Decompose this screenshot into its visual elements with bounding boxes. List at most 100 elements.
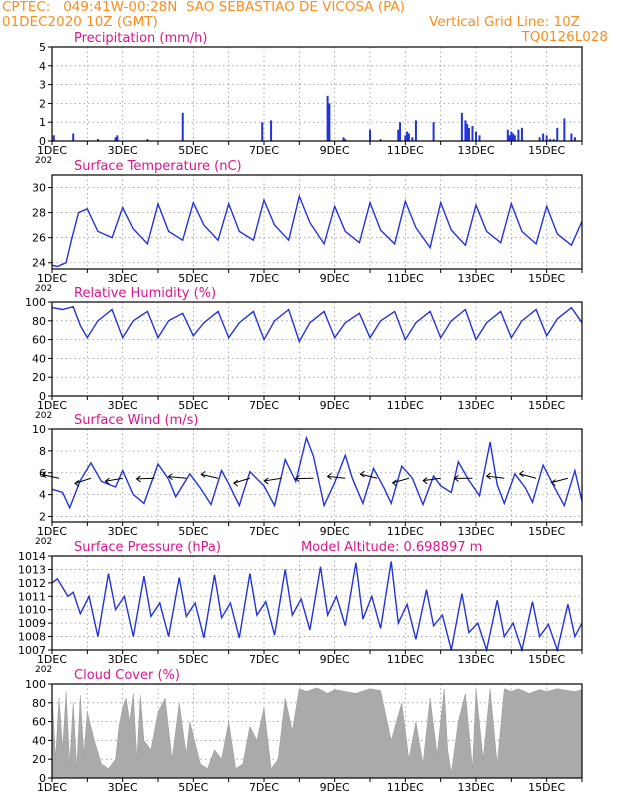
precip-bar — [432, 122, 435, 141]
y-tick-label: 1011 — [18, 590, 46, 603]
wind-arrowhead — [453, 474, 459, 482]
x-tick-label: 5DEC — [178, 399, 208, 412]
y-tick-label: 10 — [32, 423, 46, 436]
wind-arrowhead — [326, 472, 332, 480]
precip-bar — [96, 139, 99, 141]
x-tick-label: 15DEC — [528, 272, 565, 285]
x-tick-label: 7DEC — [249, 144, 279, 157]
wind-vector — [392, 477, 410, 484]
pressure-series-line — [51, 561, 583, 653]
y-tick-label: 40 — [32, 352, 46, 365]
precip-frame — [51, 46, 583, 142]
y-tick-label: 60 — [32, 716, 46, 729]
wind-vector — [486, 475, 505, 479]
wind-vector — [519, 473, 537, 479]
y-tick-label: 80 — [32, 315, 46, 328]
temp-series-line — [51, 194, 583, 268]
x-tick-label: 11DEC — [387, 272, 424, 285]
x-tick-label: 1DEC — [37, 272, 67, 285]
x-tick-label: 5DEC — [178, 272, 208, 285]
wind-arrowhead — [263, 477, 269, 485]
wind-vector — [74, 477, 92, 484]
x-tick-label: 13DEC — [457, 272, 494, 285]
header-grid-info: Vertical Grid Line: 10Z — [429, 14, 580, 30]
precip-bar — [508, 135, 511, 141]
y-tick-label: 60 — [32, 334, 46, 347]
temp-frame — [51, 174, 583, 270]
wind-vector — [105, 477, 123, 482]
wind-arrowhead — [485, 472, 491, 480]
y-tick-label: 100 — [25, 678, 46, 691]
y-tick-label: 6 — [39, 467, 46, 480]
y-tick-label: 100 — [25, 296, 46, 309]
precip-bar — [512, 133, 515, 141]
rh-series-line — [51, 305, 583, 344]
x-tick-label: 5DEC — [178, 781, 208, 794]
x-tick-label: 1DEC — [37, 144, 67, 157]
wind-arrowhead — [422, 477, 428, 485]
x-tick-label: 15DEC — [528, 653, 565, 666]
x-tick-label: 3DEC — [108, 399, 138, 412]
precip-bar — [552, 139, 555, 141]
x-tick-label: 9DEC — [320, 399, 350, 412]
x-tick-label: 11DEC — [387, 781, 424, 794]
wind-vector — [201, 473, 219, 479]
precip-bar — [520, 127, 523, 141]
precip-bar — [573, 137, 576, 141]
y-tick-label: 0 — [39, 390, 46, 403]
y-tick-label: 2 — [39, 511, 46, 524]
wind-vector — [233, 477, 251, 484]
precip-bar — [326, 95, 329, 141]
precip-bar — [466, 124, 469, 141]
wind-arrowhead — [104, 477, 110, 485]
wind-vector — [423, 477, 441, 482]
y-tick-label: 40 — [32, 734, 46, 747]
wind-arrowhead — [135, 475, 141, 483]
x-tick-label: 7DEC — [249, 525, 279, 538]
precip-bar — [344, 139, 347, 141]
y-tick-label: 80 — [32, 697, 46, 710]
cloud-area — [51, 687, 583, 779]
y-tick-label: 4 — [39, 489, 46, 502]
precip-bar — [411, 137, 414, 141]
precip-bar — [328, 103, 331, 141]
precip-bar — [478, 135, 481, 141]
x-year-label: 202 — [35, 284, 52, 294]
precip-bar — [399, 122, 402, 141]
wind-arrowhead — [518, 470, 524, 478]
precip-bar — [146, 139, 149, 141]
y-tick-label: 1014 — [18, 550, 46, 563]
x-tick-label: 5DEC — [178, 144, 208, 157]
precip-bar — [460, 112, 463, 141]
precip-chart: 0 1 2 3 4 5 1DEC 3DEC 5DEC 7DEC 9DEC 11DEC 13DEC 15DE… — [35, 31, 583, 166]
x-tick-label: 7DEC — [249, 272, 279, 285]
x-tick-label: 5DEC — [178, 525, 208, 538]
x-tick-label: 13DEC — [457, 781, 494, 794]
y-tick-label: 3 — [39, 79, 46, 92]
x-tick-label: 15DEC — [528, 781, 565, 794]
y-tick-label: 24 — [32, 257, 46, 270]
precip-bar — [471, 125, 474, 141]
wind-chart: 2 4 6 8 10 1DEC 3DEC 5DEC 7DEC 9DEC 11DEC 13DEC 15DE… — [32, 413, 583, 547]
x-year-label: 202 — [35, 156, 52, 166]
precip-bar — [116, 135, 119, 141]
header-model-id: TQ0126L028 — [521, 29, 608, 45]
wind-arrowhead — [74, 479, 80, 487]
precip-bar — [464, 120, 467, 141]
y-tick-label: 28 — [32, 207, 46, 220]
y-tick-label: 4 — [39, 60, 46, 73]
precip-bar — [556, 127, 559, 141]
x-tick-label: 3DEC — [108, 525, 138, 538]
precip-bar — [506, 129, 509, 141]
wind-vector — [264, 477, 282, 482]
wind-vector — [41, 474, 60, 479]
precip-bar — [261, 122, 264, 141]
wind-arrowhead — [550, 479, 556, 486]
wind-arrowhead — [232, 479, 239, 487]
y-tick-label: 0 — [39, 135, 46, 148]
precip-bar — [404, 135, 407, 141]
y-tick-label: 30 — [32, 182, 46, 195]
y-tick-label: 20 — [32, 371, 46, 384]
precip-bar — [517, 129, 520, 141]
